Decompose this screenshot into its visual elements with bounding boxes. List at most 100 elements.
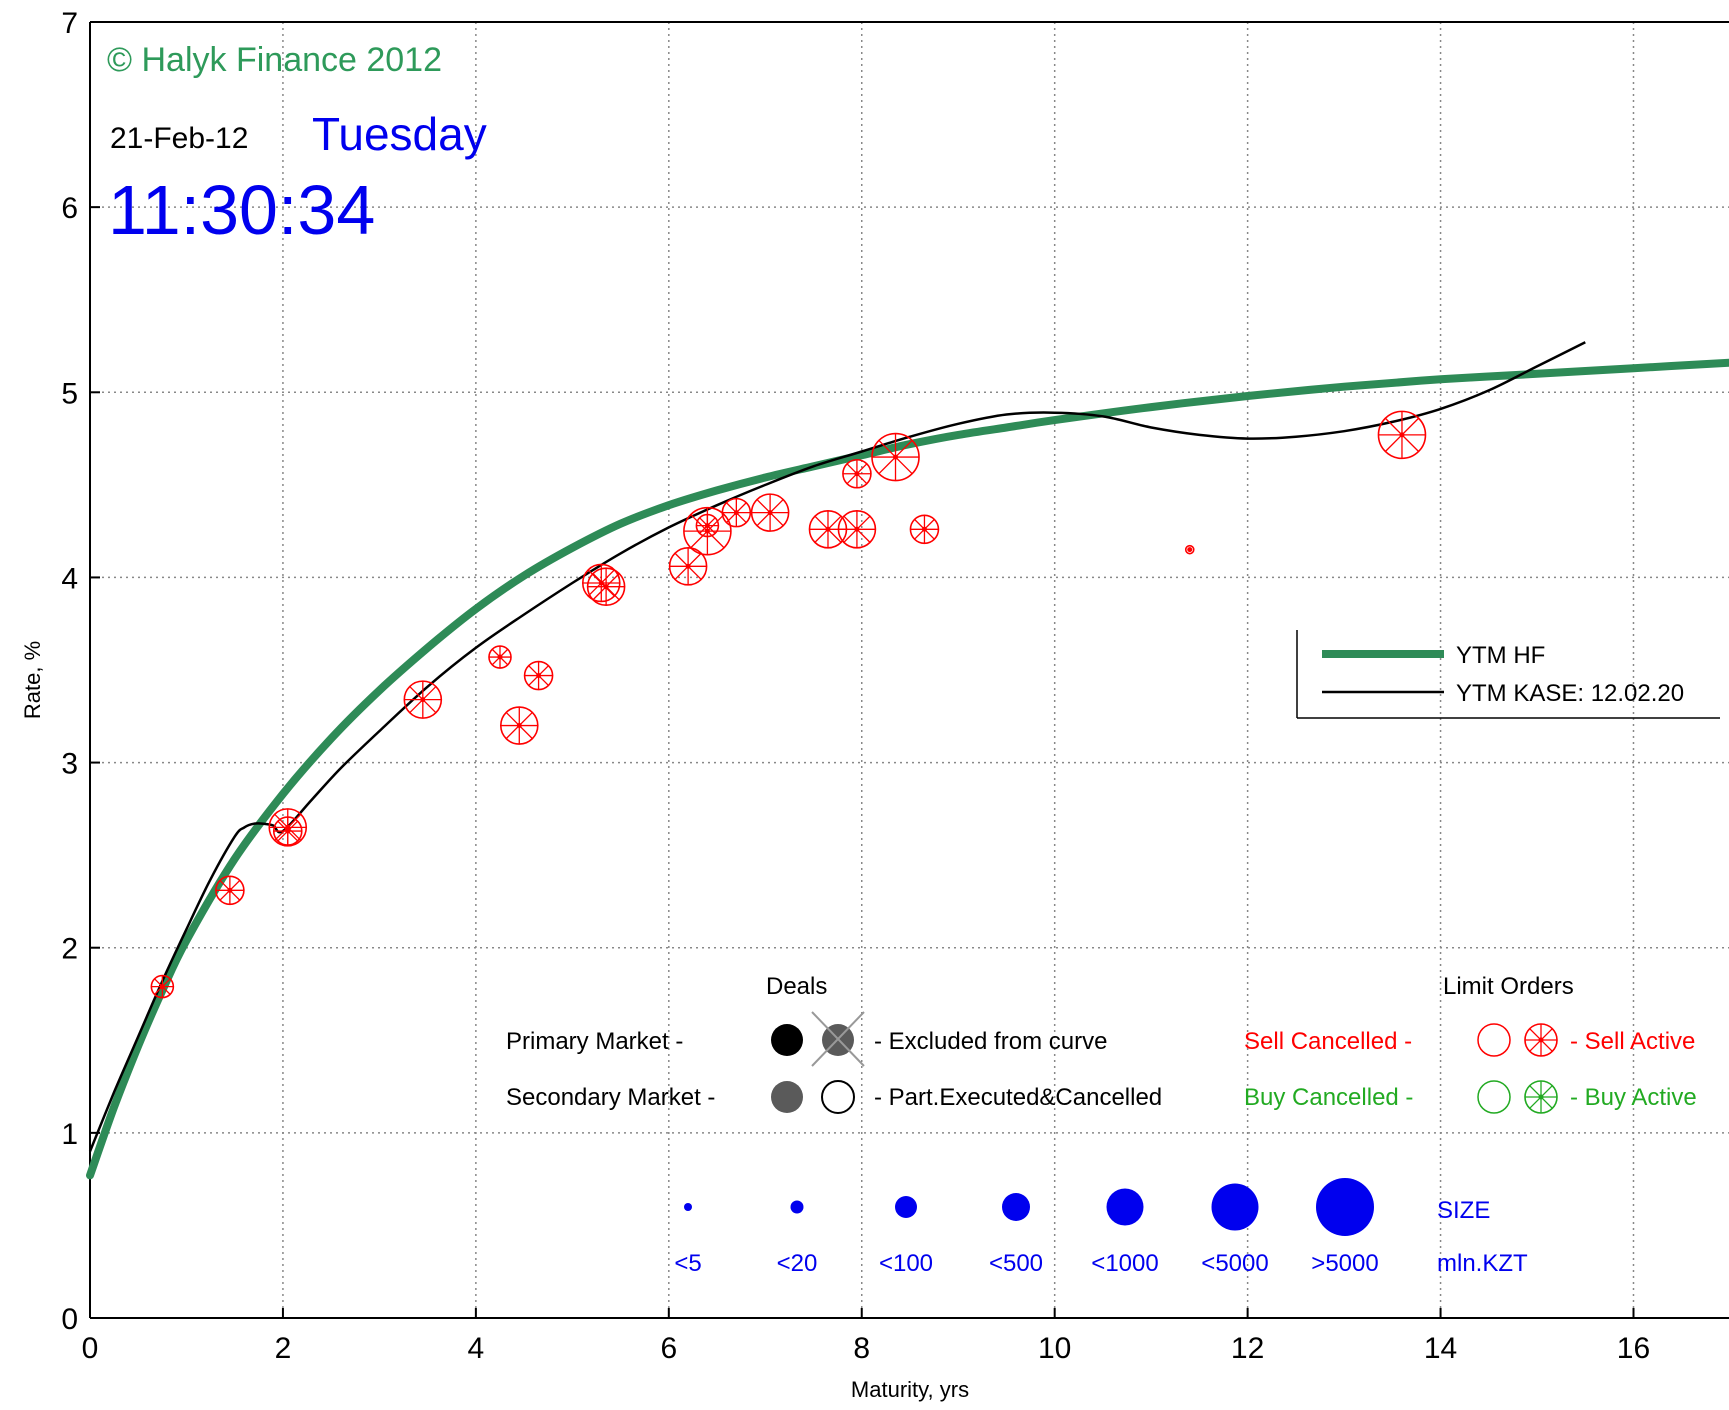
key-excluded-cross-b bbox=[811, 1011, 865, 1067]
limit-order-point-8 bbox=[581, 563, 621, 603]
weekday-label: Tuesday bbox=[312, 108, 487, 160]
x-tick-label-14: 14 bbox=[1424, 1332, 1457, 1365]
key-buy-active-glyph bbox=[1524, 1080, 1558, 1114]
key-buy-active: - Buy Active bbox=[1570, 1084, 1697, 1111]
limit-order-markers bbox=[150, 410, 1427, 999]
key-sell-active-glyph-center bbox=[1538, 1037, 1544, 1043]
limit-order-point-19-center bbox=[921, 526, 927, 532]
key-secondary-market: Secondary Market - bbox=[506, 1084, 715, 1111]
x-tick-label-10: 10 bbox=[1038, 1332, 1071, 1365]
y-tick-label-5: 5 bbox=[61, 377, 78, 410]
x-tick-label-8: 8 bbox=[853, 1332, 870, 1365]
size-key-dot-1 bbox=[790, 1200, 804, 1214]
key-part-executed: - Part.Executed&Cancelled bbox=[874, 1084, 1162, 1111]
key-title-deals: Deals bbox=[766, 973, 827, 1000]
size-key-bin-label-3: <500 bbox=[989, 1250, 1043, 1277]
size-key-dot-6 bbox=[1316, 1178, 1374, 1236]
key-buy-active-marker bbox=[1524, 1080, 1558, 1114]
key-sell-cancelled: Sell Cancelled - bbox=[1244, 1028, 1412, 1055]
x-tick-label-16: 16 bbox=[1617, 1332, 1650, 1365]
y-tick-label-2: 2 bbox=[61, 933, 78, 966]
key-sell-active: - Sell Active bbox=[1570, 1028, 1695, 1055]
limit-order-point-13 bbox=[721, 497, 752, 528]
size-key-dot-5 bbox=[1211, 1183, 1259, 1231]
limit-order-point-6 bbox=[523, 660, 554, 691]
grid-lines bbox=[90, 22, 1729, 1318]
size-key-dot-0 bbox=[684, 1203, 692, 1211]
limit-order-point-20 bbox=[1184, 544, 1195, 555]
limit-order-point-8-center bbox=[598, 580, 604, 586]
key-title-limit-orders: Limit Orders bbox=[1443, 973, 1574, 1000]
limit-order-point-5-center bbox=[497, 654, 503, 660]
key-sell-active-glyph bbox=[1524, 1023, 1558, 1057]
key-buy-cancelled-marker bbox=[1477, 1080, 1511, 1114]
key-excluded: - Excluded from curve bbox=[874, 1028, 1107, 1055]
limit-order-point-18 bbox=[871, 432, 920, 482]
date-label: 21-Feb-12 bbox=[110, 122, 248, 155]
y-tick-label-7: 7 bbox=[61, 7, 78, 40]
x-axis-label: Maturity, yrs bbox=[851, 1377, 969, 1402]
y-tick-label-6: 6 bbox=[61, 192, 78, 225]
size-key-bin-label-4: <1000 bbox=[1091, 1250, 1158, 1277]
size-key: <5 <20 <100 <500 <1000 <5000 >5000 bbox=[674, 1178, 1379, 1277]
limit-order-point-21 bbox=[1377, 410, 1427, 460]
limit-order-point-13-center bbox=[733, 510, 739, 516]
key-buy-active-glyph-center bbox=[1538, 1094, 1544, 1100]
key-sell-active-marker bbox=[1524, 1023, 1558, 1057]
size-key-dot-3 bbox=[1002, 1193, 1030, 1221]
key-part-executed-marker bbox=[821, 1080, 855, 1114]
limit-order-point-0-center bbox=[159, 984, 165, 990]
watermark: © Halyk Finance 2012 bbox=[107, 41, 442, 79]
x-tick-label-2: 2 bbox=[275, 1332, 292, 1365]
limit-order-point-17-center bbox=[854, 471, 860, 477]
y-tick-label-0: 0 bbox=[61, 1303, 78, 1336]
time-label: 11:30:34 bbox=[108, 171, 375, 249]
limit-order-point-15-center bbox=[825, 526, 831, 532]
y-tick-label-1: 1 bbox=[61, 1118, 78, 1151]
limit-order-point-4-center bbox=[420, 697, 426, 703]
size-key-bin-label-2: <100 bbox=[879, 1250, 933, 1277]
legend-label-ytm-kase: YTM KASE: 12.02.20 bbox=[1456, 680, 1684, 707]
key-primary-deal-marker bbox=[771, 1024, 803, 1056]
limit-order-point-3-center bbox=[285, 828, 291, 834]
size-key-bin-label-5: <5000 bbox=[1201, 1250, 1268, 1277]
symbol-key: Deals Limit Orders Primary Market - - Ex… bbox=[506, 973, 1697, 1277]
limit-order-point-12-center bbox=[704, 523, 710, 529]
limit-order-point-12 bbox=[695, 513, 720, 538]
limit-order-point-6-center bbox=[536, 673, 542, 679]
limit-order-point-17 bbox=[842, 458, 872, 489]
limit-order-point-3 bbox=[272, 816, 303, 846]
limit-order-point-19 bbox=[909, 514, 940, 545]
x-tick-label-12: 12 bbox=[1231, 1332, 1264, 1365]
size-key-bin-label-6: >5000 bbox=[1311, 1250, 1378, 1277]
limit-order-point-7-center bbox=[516, 723, 522, 729]
series-line-ytm-kase bbox=[88, 341, 1586, 1152]
key-primary-market: Primary Market - bbox=[506, 1028, 683, 1055]
series-legend: YTM HF YTM KASE: 12.02.20 bbox=[1296, 630, 1720, 719]
key-buy-cancelled: Buy Cancelled - bbox=[1244, 1084, 1413, 1111]
legend-label-ytm-hf: YTM HF bbox=[1456, 642, 1545, 669]
limit-order-point-18-center bbox=[893, 454, 899, 460]
limit-order-point-1 bbox=[215, 875, 245, 906]
limit-order-point-14-center bbox=[767, 510, 773, 516]
limit-order-point-20-ring bbox=[1184, 544, 1195, 555]
y-tick-label-4: 4 bbox=[61, 562, 78, 595]
size-key-label: SIZE bbox=[1437, 1197, 1490, 1224]
key-sell-cancelled-marker bbox=[1477, 1023, 1511, 1057]
size-key-unit: mln.KZT bbox=[1437, 1250, 1528, 1277]
limit-order-point-16 bbox=[837, 509, 877, 549]
y-axis-label: Rate, % bbox=[20, 641, 45, 719]
size-key-bin-label-1: <20 bbox=[777, 1250, 818, 1277]
limit-order-point-10 bbox=[668, 547, 708, 586]
limit-order-point-1-center bbox=[227, 887, 233, 893]
x-tick-label-4: 4 bbox=[468, 1332, 485, 1365]
size-key-bin-label-0: <5 bbox=[674, 1250, 701, 1277]
limit-order-point-9-center bbox=[603, 584, 609, 590]
limit-order-point-5 bbox=[488, 645, 512, 669]
limit-order-point-10-center bbox=[685, 563, 691, 569]
limit-order-point-0 bbox=[150, 974, 175, 999]
limit-order-point-14 bbox=[750, 493, 790, 532]
key-secondary-deal-marker bbox=[771, 1081, 803, 1113]
